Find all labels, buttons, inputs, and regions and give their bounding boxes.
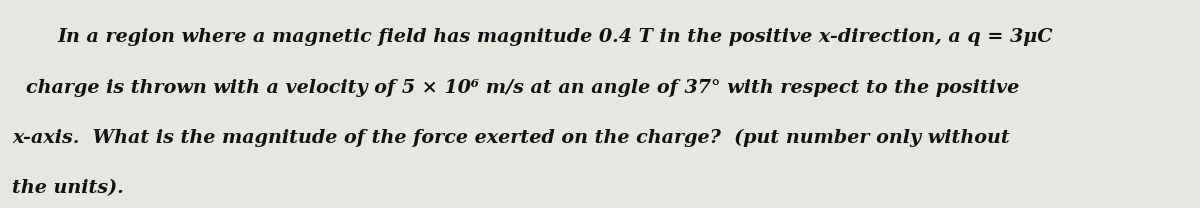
Text: the units).: the units). — [12, 179, 124, 197]
Text: In a region where a magnetic field has magnitude 0.4 T in the positive x-directi: In a region where a magnetic field has m… — [58, 28, 1054, 46]
Text: charge is thrown with a velocity of 5 × 10⁶ m/s at an angle of 37° with respect : charge is thrown with a velocity of 5 × … — [26, 79, 1020, 97]
Text: x-axis.  What is the magnitude of the force exerted on the charge?  (put number : x-axis. What is the magnitude of the for… — [12, 129, 1009, 147]
